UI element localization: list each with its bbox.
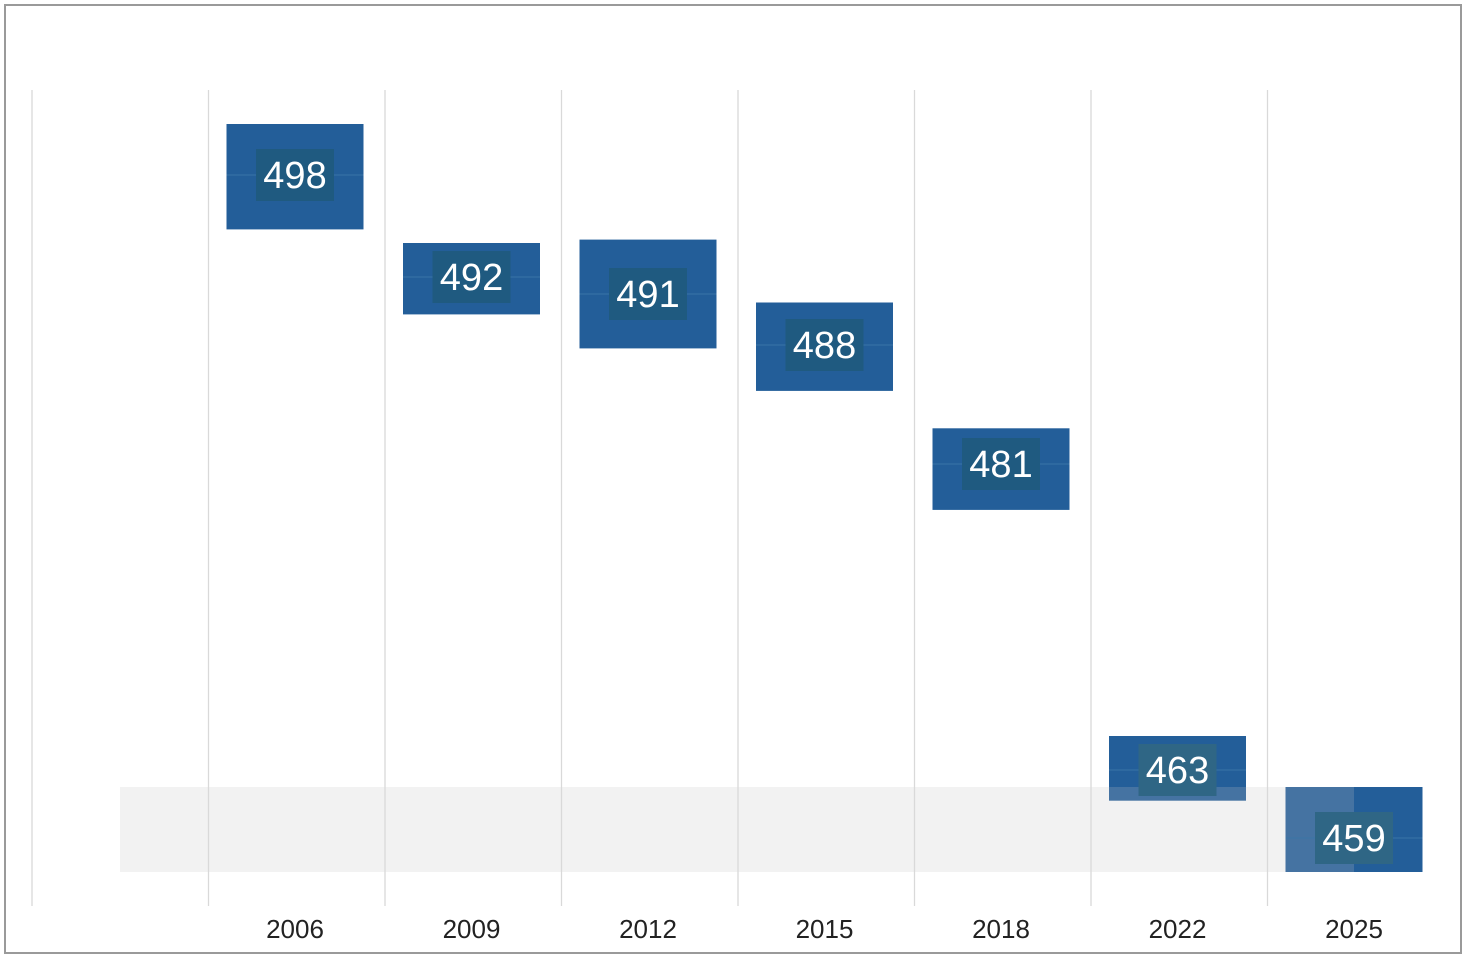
x-tick-label-2022: 2022 xyxy=(1149,914,1207,944)
value-label-2012: 491 xyxy=(616,274,679,316)
x-tick-label-2015: 2015 xyxy=(796,914,854,944)
value-label-box-2025 xyxy=(1315,812,1393,864)
value-label-2022: 463 xyxy=(1146,750,1209,792)
range-bar-chart: 498 492 491 488 481 463 459 2006 2009 2012 2015 20… xyxy=(31,90,1423,944)
x-tick-label-2006: 2006 xyxy=(266,914,324,944)
value-label-box-2022 xyxy=(1138,744,1217,796)
value-label-2015: 488 xyxy=(793,325,856,367)
value-label-2025: 459 xyxy=(1322,818,1385,860)
chart-frame: 498 492 491 488 481 463 459 2006 2009 2012 2015 20… xyxy=(4,4,1462,954)
highlight-band xyxy=(120,787,1423,872)
value-label-box-2009 xyxy=(432,251,511,303)
x-tick-label-2018: 2018 xyxy=(972,914,1030,944)
value-label-box-2015 xyxy=(785,319,864,371)
value-label-2009: 492 xyxy=(440,257,503,299)
x-tick-label-2025: 2025 xyxy=(1325,914,1383,944)
value-label-2018: 481 xyxy=(969,444,1032,486)
value-label-box-2012 xyxy=(609,268,687,320)
x-tick-label-2009: 2009 xyxy=(443,914,501,944)
x-tick-label-2012: 2012 xyxy=(619,914,677,944)
value-label-box-2006 xyxy=(256,149,334,201)
value-label-box-2018 xyxy=(962,438,1040,490)
value-label-2006: 498 xyxy=(263,155,326,197)
